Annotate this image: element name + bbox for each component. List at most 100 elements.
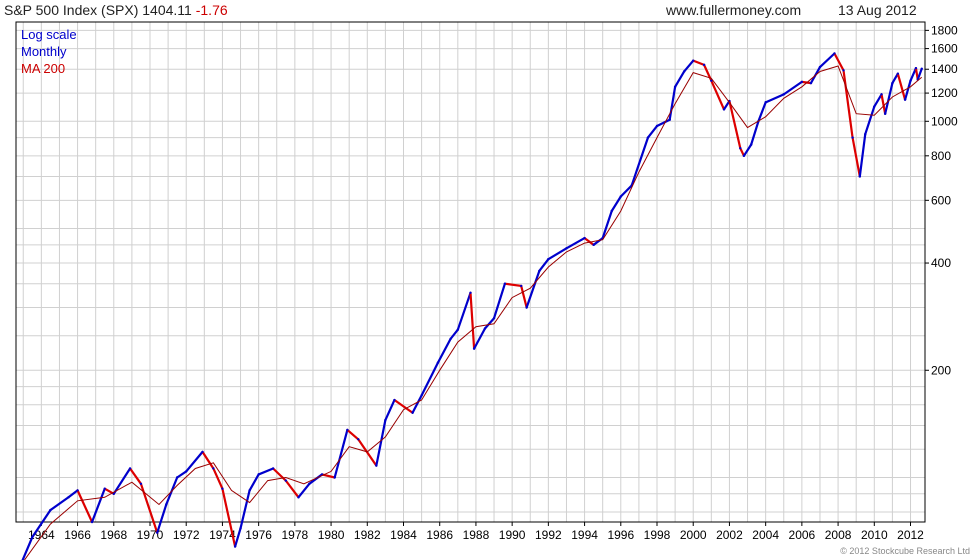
price-segment xyxy=(764,93,785,104)
price-segment xyxy=(284,479,300,499)
price-segment xyxy=(896,72,907,101)
price-point xyxy=(212,467,215,470)
price-point xyxy=(880,93,883,96)
x-tick-label: 1988 xyxy=(463,528,490,542)
price-point xyxy=(248,489,251,492)
price-point xyxy=(333,476,336,479)
price-segment xyxy=(221,487,237,548)
price-point xyxy=(851,136,854,139)
price-segment xyxy=(610,195,622,213)
y-tick-label: 800 xyxy=(931,149,951,163)
y-tick-label: 600 xyxy=(931,193,951,207)
price-segment xyxy=(864,105,876,136)
legend-monthly: Monthly xyxy=(21,44,67,59)
price-point xyxy=(668,118,671,121)
x-tick-label: 2004 xyxy=(752,528,779,542)
price-point xyxy=(233,545,237,548)
price-segment xyxy=(492,282,507,320)
price-segment xyxy=(818,52,836,69)
y-tick-label: 1600 xyxy=(931,42,958,56)
price-point xyxy=(782,93,785,96)
price-segment xyxy=(683,59,695,73)
legend-log-scale: Log scale xyxy=(21,27,77,42)
price-point xyxy=(393,398,396,402)
price-segment xyxy=(357,438,378,467)
price-point xyxy=(692,59,695,62)
price-point xyxy=(682,70,686,73)
price-point xyxy=(873,105,876,108)
price-point xyxy=(76,489,79,492)
price-segment xyxy=(473,327,487,350)
x-tick-label: 1986 xyxy=(426,528,453,542)
price-segment xyxy=(630,136,650,187)
price-segment xyxy=(722,99,731,111)
price-point xyxy=(592,243,595,247)
price-point xyxy=(764,101,767,104)
price-point xyxy=(90,520,94,524)
price-point xyxy=(520,284,523,288)
price-point xyxy=(156,531,159,534)
x-tick-label: 1992 xyxy=(535,528,562,542)
x-tick-label: 1974 xyxy=(209,528,236,542)
price-segment xyxy=(710,79,726,111)
price-point xyxy=(221,487,224,490)
x-tick-label: 1970 xyxy=(137,528,164,542)
plot-frame xyxy=(15,21,926,523)
price-segment xyxy=(393,398,414,414)
price-segment xyxy=(674,70,686,88)
y-tick-label: 1800 xyxy=(931,23,958,37)
price-segment xyxy=(76,489,94,524)
price-point xyxy=(449,337,452,341)
price-point xyxy=(185,470,188,473)
price-segment xyxy=(176,470,188,479)
price-point xyxy=(864,132,867,136)
price-segment xyxy=(592,236,604,246)
price-point xyxy=(384,418,387,422)
price-segment xyxy=(272,467,287,482)
price-segment xyxy=(909,67,918,82)
price-point xyxy=(67,496,70,499)
price-segment xyxy=(601,209,613,240)
price-point xyxy=(710,79,713,82)
price-point xyxy=(128,467,132,470)
price-point xyxy=(139,482,143,486)
price-point xyxy=(858,175,862,178)
price-point xyxy=(175,476,179,479)
x-tick-label: 1990 xyxy=(499,528,526,542)
price-point xyxy=(749,143,753,146)
x-tick-label: 1984 xyxy=(390,528,417,542)
price-segment xyxy=(916,67,923,81)
y-tick-label: 400 xyxy=(931,256,951,270)
ma-200-line xyxy=(23,65,923,560)
y-tick-label: 200 xyxy=(931,363,951,377)
price-segment xyxy=(833,52,845,72)
price-segment xyxy=(212,467,224,490)
price-point xyxy=(31,535,34,539)
price-segment xyxy=(49,496,70,512)
x-tick-label: 1980 xyxy=(318,528,345,542)
price-segment xyxy=(257,467,275,476)
price-segment xyxy=(668,85,677,121)
price-segment xyxy=(90,487,106,524)
price-point xyxy=(375,464,378,467)
price-point xyxy=(112,492,115,495)
price-segment xyxy=(525,269,541,309)
website-link[interactable]: www.fullermoney.com xyxy=(666,2,802,18)
price-segment xyxy=(750,120,760,146)
price-segment xyxy=(384,398,396,422)
price-segment xyxy=(239,489,251,530)
price-segment xyxy=(308,473,324,485)
y-tick-label: 1000 xyxy=(931,114,958,128)
price-segment xyxy=(185,450,204,473)
price-segment xyxy=(646,124,659,139)
price-point xyxy=(308,482,311,486)
price-point xyxy=(818,65,822,69)
price-segment xyxy=(538,258,550,273)
price-segment xyxy=(333,428,349,479)
x-tick-label: 2002 xyxy=(716,528,743,542)
price-segment xyxy=(436,337,452,364)
index-title: S&P 500 Index (SPX) 1404.11 xyxy=(4,2,192,18)
price-segment xyxy=(248,473,260,492)
price-segment xyxy=(156,503,168,534)
